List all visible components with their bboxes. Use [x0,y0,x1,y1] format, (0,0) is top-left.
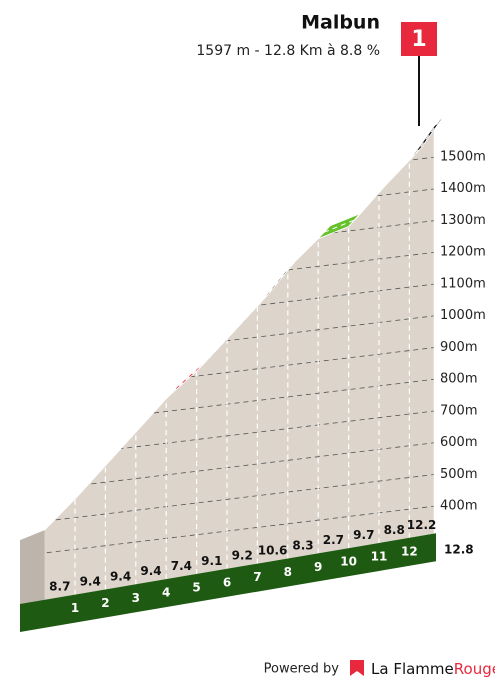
gradient-label: 2.7 [323,533,344,547]
label-group: 400m 500m 600m 700m 800m 900m 1000m 1100m 1200m 1… [49,150,486,616]
road-centerline [171,364,203,393]
road-group [44,113,447,531]
y-tick-label: 800m [440,372,477,387]
road-centerline [324,219,355,233]
flag [401,22,437,56]
gradient-label: 9.2 [232,549,253,563]
y-tick-label: 1200m [440,245,486,260]
x-tick-label: 5 [192,580,200,594]
y-tick-label: 1300m [440,213,486,228]
gradient-label: 8.3 [292,538,313,552]
gradient-label: 9.4 [110,569,131,583]
gradient-label: 12.2 [407,518,437,532]
gradient-label: 9.4 [80,575,101,589]
gradient-label: 8.8 [384,523,405,537]
y-tick-label: 900m [440,340,477,355]
gradient-label: 10.6 [258,544,288,558]
road-centerline [293,231,325,263]
grid-line [44,315,434,366]
grid-line [44,473,434,525]
x-tick-label: 6 [223,575,231,589]
y-tick-label: 400m [440,499,477,514]
grid-line [44,410,434,462]
y-tick-label: 600m [440,435,477,450]
side-face [20,530,45,606]
y-tick-label: 1100m [440,276,486,291]
grid-line [44,505,434,557]
brand-accent: Rouge [454,660,495,678]
chart-title: Malbun [301,12,380,34]
grid-line [44,346,434,398]
x-tick-label: 12.8 [444,543,474,557]
grid-line [44,378,434,430]
gradient-label: 9.4 [140,564,161,578]
brand: La FlammeRouge [371,660,495,678]
y-tick-label: 500m [440,467,477,482]
gradient-label: 9.7 [353,528,374,542]
y-tick-label: 1500m [440,150,486,165]
gradient-label: 8.7 [49,580,70,594]
logo-icon [350,660,364,676]
x-tick-label: 12 [401,544,418,558]
x-tick-label: 9 [314,560,322,574]
gradient-label: 7.4 [171,559,192,573]
x-tick-label: 2 [101,596,109,610]
wall-group [20,126,436,632]
road-centerline [414,119,441,155]
y-tick-label: 1000m [440,308,486,323]
brand-name: La Flamme [371,660,454,678]
road-centerline [263,261,295,300]
chart-subtitle: 1597 m - 12.8 Km à 8.8 % [196,43,380,59]
gradient-label: 9.1 [201,554,222,568]
flag-label: 1 [411,27,426,52]
y-tick-label: 700m [440,403,477,418]
grid-line [44,442,434,493]
x-tick-label: 11 [371,549,388,563]
x-tick-label: 1 [71,601,79,615]
x-tick-label: 4 [162,586,170,600]
x-tick-label: 8 [284,565,292,579]
base [20,533,436,632]
wall [44,126,434,600]
x-tick-label: 7 [253,570,261,584]
powered-by: Powered by [264,662,340,677]
x-tick-label: 10 [340,555,357,569]
x-tick-label: 3 [132,591,140,605]
y-tick-label: 1400m [440,181,486,196]
